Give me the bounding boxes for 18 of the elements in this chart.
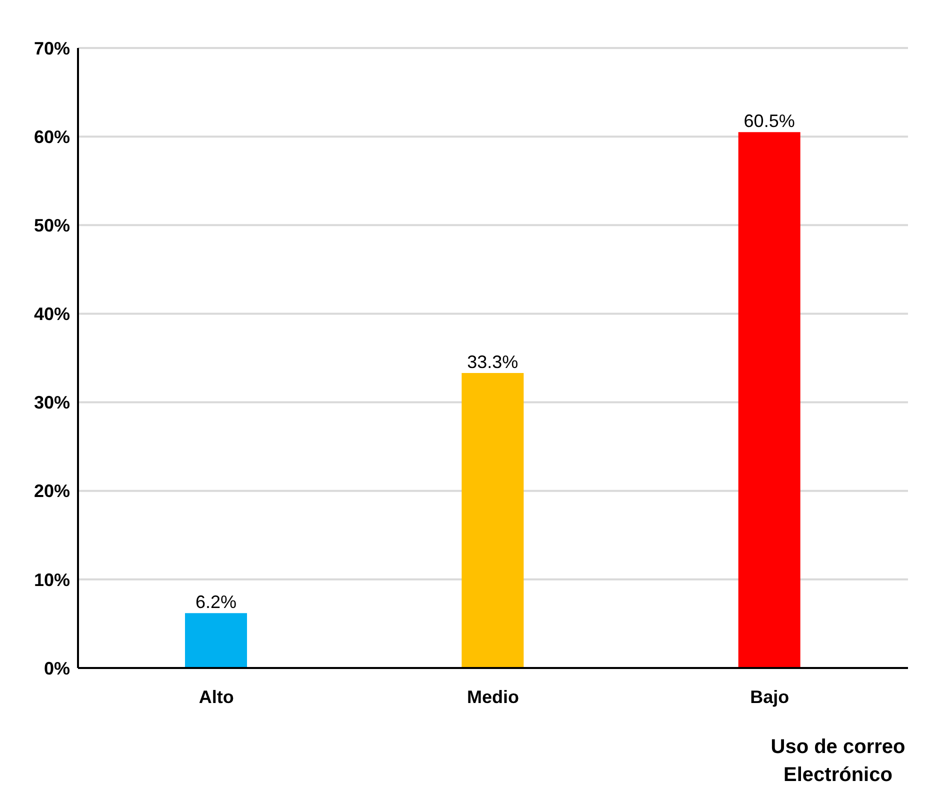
- y-tick-label: 0%: [44, 658, 70, 678]
- y-tick-label: 10%: [34, 570, 70, 590]
- data-label: 33.3%: [467, 352, 518, 372]
- x-tick-label: Alto: [198, 686, 234, 707]
- y-tick-label: 60%: [34, 126, 70, 147]
- data-label: 60.5%: [744, 111, 795, 132]
- y-tick-label: 40%: [34, 304, 70, 324]
- bar: [185, 613, 247, 668]
- bar: [462, 373, 524, 668]
- y-tick-label: 20%: [34, 481, 70, 502]
- data-label: 6.2%: [195, 592, 237, 612]
- y-tick-label: 70%: [34, 38, 70, 58]
- x-tick-label: Medio: [467, 686, 519, 707]
- x-axis-title: Uso de correo Electrónico: [770, 735, 906, 787]
- bar: [738, 132, 800, 668]
- y-tick-label: 50%: [34, 216, 70, 236]
- y-tick-label: 30%: [34, 392, 70, 413]
- x-tick-label: Bajo: [750, 686, 790, 707]
